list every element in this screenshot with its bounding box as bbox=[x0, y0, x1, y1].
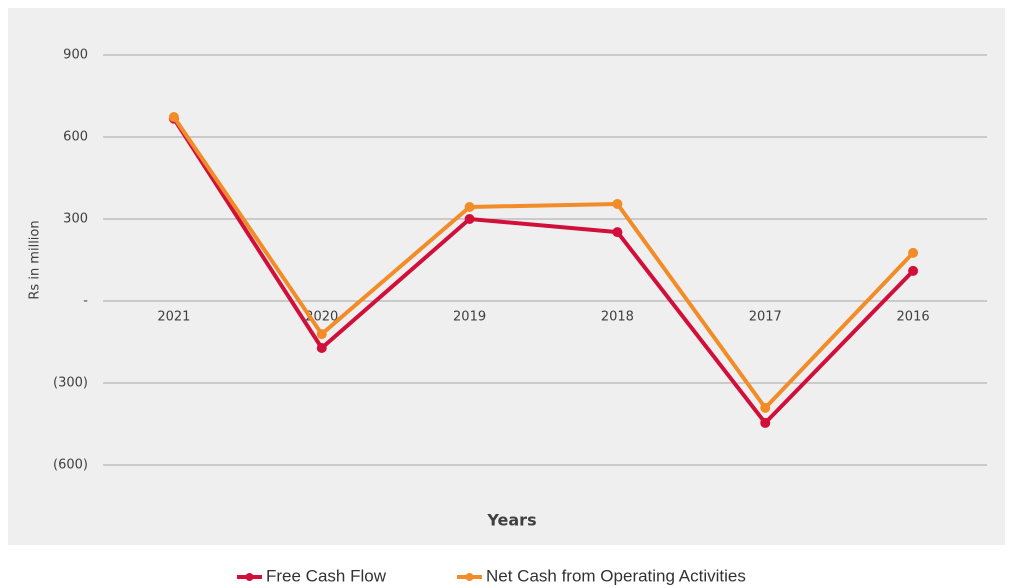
point bbox=[908, 247, 919, 258]
legend-marker bbox=[245, 573, 254, 581]
point bbox=[908, 265, 919, 276]
point bbox=[464, 214, 475, 224]
y-axis-label: Rs in million bbox=[28, 220, 43, 299]
point bbox=[464, 201, 475, 212]
point bbox=[760, 402, 771, 413]
y-tick-label: - bbox=[83, 294, 88, 309]
y-tick-label: 300 bbox=[63, 212, 88, 227]
x-tick-label: 2017 bbox=[749, 310, 782, 325]
x-axis-label: Years bbox=[486, 511, 536, 530]
y-tick-label: (600) bbox=[53, 458, 88, 473]
point bbox=[316, 329, 327, 340]
x-tick-label: 2018 bbox=[601, 310, 634, 325]
y-tick-label: (300) bbox=[53, 376, 88, 391]
series-line bbox=[172, 117, 915, 425]
x-tick-label: 2019 bbox=[453, 310, 486, 325]
point bbox=[612, 198, 623, 209]
series-line bbox=[172, 115, 915, 410]
legend-marker bbox=[465, 573, 474, 581]
point bbox=[612, 227, 623, 238]
legend-label: Free Cash Flow bbox=[266, 566, 387, 585]
legend-label: Net Cash from Operating Activities bbox=[486, 566, 746, 585]
point bbox=[316, 343, 327, 354]
y-tick-label: 600 bbox=[63, 130, 88, 145]
x-tick-label: 2016 bbox=[897, 310, 930, 325]
x-tick-label: 2021 bbox=[157, 310, 190, 325]
plot-background bbox=[8, 8, 1005, 545]
point bbox=[760, 417, 771, 428]
point bbox=[168, 112, 179, 123]
y-tick-label: 900 bbox=[63, 48, 88, 63]
